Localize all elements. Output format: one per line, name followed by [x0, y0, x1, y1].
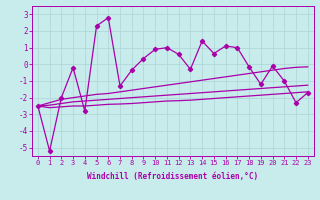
X-axis label: Windchill (Refroidissement éolien,°C): Windchill (Refroidissement éolien,°C) [87, 172, 258, 181]
